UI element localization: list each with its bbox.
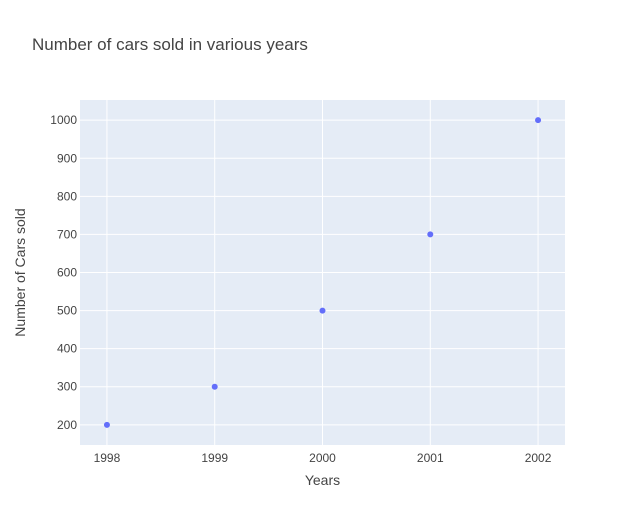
x-axis-title: Years — [305, 472, 340, 488]
data-point — [103, 421, 110, 428]
y-tick-label: 800 — [57, 189, 77, 203]
chart-title: Number of cars sold in various years — [32, 35, 308, 54]
data-points — [103, 117, 542, 428]
y-tick-label: 300 — [57, 380, 77, 394]
x-tick-label: 2000 — [309, 451, 336, 465]
y-tick-label: 900 — [57, 151, 77, 165]
data-point — [211, 383, 218, 390]
x-tick-label: 1999 — [201, 451, 228, 465]
data-point — [319, 307, 326, 314]
y-tick-label: 600 — [57, 266, 77, 280]
data-point — [535, 117, 542, 124]
y-tick-label: 1000 — [50, 113, 77, 127]
grid-lines — [80, 100, 565, 445]
x-tick-label: 2002 — [525, 451, 552, 465]
y-axis-title: Number of Cars sold — [12, 208, 28, 336]
y-tick-label: 200 — [57, 418, 77, 432]
x-tick-label: 2001 — [417, 451, 444, 465]
x-tick-label: 1998 — [94, 451, 121, 465]
y-tick-label: 700 — [57, 227, 77, 241]
y-tick-label: 400 — [57, 342, 77, 356]
data-point — [427, 231, 434, 238]
axis-ticks: 1998 1999 2000 2001 2002 200 300 400 500 600 700 80… — [50, 113, 551, 465]
y-tick-label: 500 — [57, 304, 77, 318]
